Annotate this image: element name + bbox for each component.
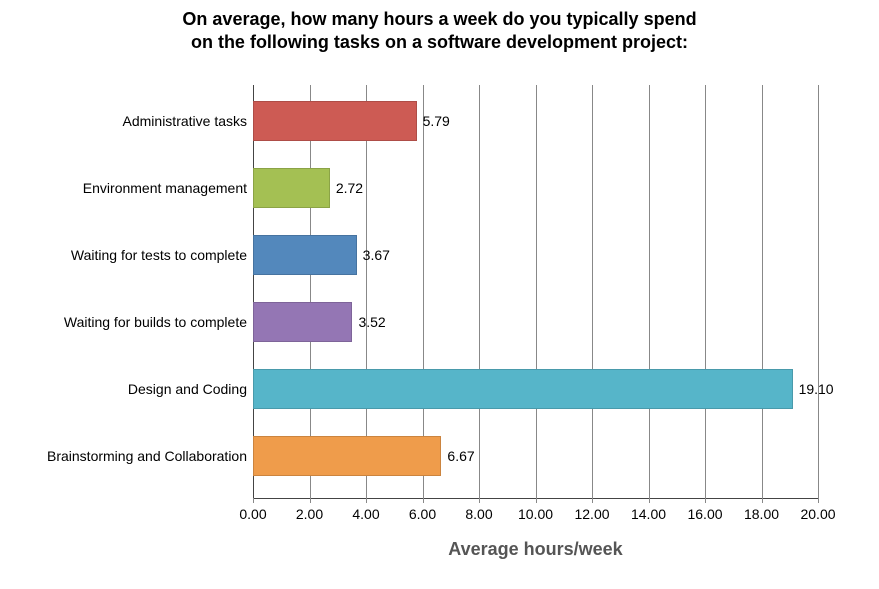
plot-area: 0.002.004.006.008.0010.0012.0014.0016.00… <box>253 85 818 499</box>
bar <box>253 436 441 476</box>
chart-title: On average, how many hours a week do you… <box>0 8 879 55</box>
bar-value-label: 3.52 <box>358 314 385 330</box>
y-category-label: Brainstorming and Collaboration <box>47 448 247 464</box>
x-tick <box>253 498 254 503</box>
x-tick <box>762 498 763 503</box>
x-tick <box>649 498 650 503</box>
x-tick-label: 2.00 <box>296 506 323 522</box>
bar-row: 5.79 <box>253 101 818 141</box>
bar <box>253 168 330 208</box>
y-category-label: Waiting for tests to complete <box>71 247 247 263</box>
x-tick-label: 12.00 <box>574 506 609 522</box>
chart-title-line2: on the following tasks on a software dev… <box>0 31 879 54</box>
chart-container: On average, how many hours a week do you… <box>0 0 879 589</box>
x-tick-label: 16.00 <box>687 506 722 522</box>
x-tick-label: 4.00 <box>352 506 379 522</box>
bar-value-label: 6.67 <box>447 448 474 464</box>
bar <box>253 369 793 409</box>
bar <box>253 101 417 141</box>
bar <box>253 302 352 342</box>
y-category-label: Environment management <box>83 180 247 196</box>
x-tick-label: 6.00 <box>409 506 436 522</box>
bar-value-label: 19.10 <box>799 381 834 397</box>
bar-row: 3.52 <box>253 302 818 342</box>
bar-value-label: 2.72 <box>336 180 363 196</box>
y-category-label: Design and Coding <box>128 381 247 397</box>
bar-row: 3.67 <box>253 235 818 275</box>
x-tick <box>479 498 480 503</box>
x-tick <box>818 498 819 503</box>
x-tick-label: 10.00 <box>518 506 553 522</box>
x-tick-label: 20.00 <box>800 506 835 522</box>
chart-title-line1: On average, how many hours a week do you… <box>0 8 879 31</box>
x-tick-label: 14.00 <box>631 506 666 522</box>
bar-value-label: 5.79 <box>423 113 450 129</box>
x-tick <box>705 498 706 503</box>
grid-line <box>818 85 819 498</box>
x-tick <box>310 498 311 503</box>
x-tick-label: 0.00 <box>239 506 266 522</box>
bar-row: 2.72 <box>253 168 818 208</box>
y-category-label: Administrative tasks <box>123 113 247 129</box>
x-tick-label: 8.00 <box>465 506 492 522</box>
bar-row: 6.67 <box>253 436 818 476</box>
bar-row: 19.10 <box>253 369 818 409</box>
x-tick-label: 18.00 <box>744 506 779 522</box>
bar <box>253 235 357 275</box>
x-tick <box>536 498 537 503</box>
y-category-label: Waiting for builds to complete <box>64 314 247 330</box>
x-tick <box>423 498 424 503</box>
x-axis-title: Average hours/week <box>253 539 818 560</box>
x-tick <box>592 498 593 503</box>
bar-value-label: 3.67 <box>363 247 390 263</box>
x-tick <box>366 498 367 503</box>
